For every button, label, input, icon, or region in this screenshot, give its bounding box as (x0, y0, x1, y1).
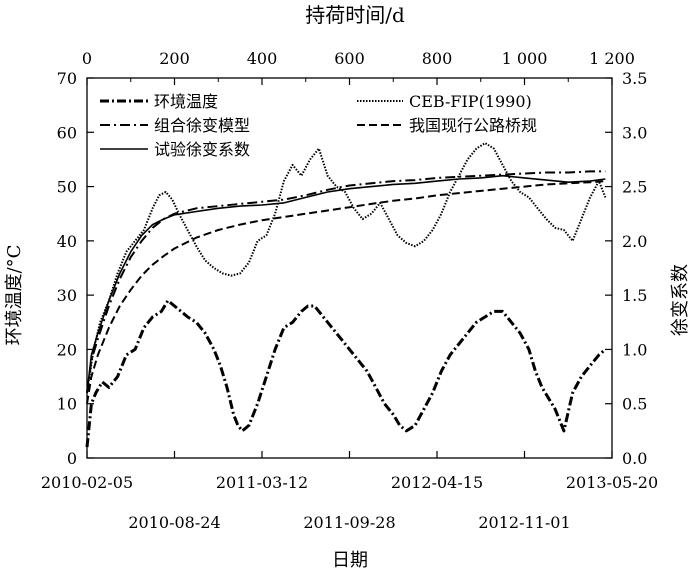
left-axis-tick-label: 20 (57, 340, 77, 359)
legend-label: 我国现行公路桥规 (409, 116, 537, 135)
left-axis-tick-label: 0 (67, 449, 77, 468)
top-axis-tick-label: 1 000 (502, 49, 548, 68)
bottom-axis-date-label: 2013-05-20 (566, 473, 658, 492)
bottom-axis-date-label: 2011-09-28 (303, 513, 395, 532)
right-axis-tick-label: 3.0 (622, 123, 647, 142)
left-axis-tick-label: 50 (57, 178, 77, 197)
bottom-axis-date-label: 2010-08-24 (128, 513, 220, 532)
left-axis-tick-label: 10 (57, 395, 77, 414)
bottom-axis-title: 日期 (332, 550, 368, 571)
bottom-axis-date-label: 2012-04-15 (391, 473, 483, 492)
left-axis-tick-label: 30 (57, 286, 77, 305)
top-axis-tick-label: 600 (334, 49, 365, 68)
legend-label: CEB-FIP(1990) (409, 92, 532, 111)
left-axis-tick-label: 60 (57, 123, 77, 142)
bottom-axis-date-label: 2011-03-12 (216, 473, 308, 492)
plot-frame (86, 77, 613, 459)
left-axis-tick-label: 70 (57, 69, 77, 88)
series-line-3 (86, 174, 606, 393)
plot-area (86, 77, 613, 459)
series-layer (85, 142, 607, 448)
right-axis-tick-label: 1.0 (622, 340, 647, 359)
right-axis-tick-label: 0.5 (622, 395, 647, 414)
series-line-2 (86, 170, 606, 394)
left-axis-tick-label: 40 (57, 232, 77, 251)
right-axis-tick-label: 2.5 (622, 178, 647, 197)
series-line-5 (86, 180, 606, 404)
top-axis-title: 持荷时间/d (305, 3, 405, 27)
right-axis-tick-label: 0.0 (622, 449, 647, 468)
right-axis-tick-label: 2.0 (622, 232, 647, 251)
left-axis-title: 环境温度/°C (4, 245, 25, 346)
top-axis-tick-label: 1 200 (589, 49, 635, 68)
top-axis-tick-label: 200 (159, 49, 190, 68)
legend-label: 试验徐变系数 (154, 140, 250, 159)
series-line-4 (86, 142, 607, 394)
legend-label: 环境温度 (154, 92, 218, 111)
bottom-axis-date-label: 2010-02-05 (41, 473, 133, 492)
right-axis-tick-label: 3.5 (622, 69, 647, 88)
right-axis-tick-label: 1.5 (622, 286, 647, 305)
bottom-axis-date-label: 2012-11-01 (478, 513, 570, 532)
series-line-1 (85, 299, 607, 448)
top-axis-tick-label: 800 (422, 49, 453, 68)
top-axis-tick-label: 0 (82, 49, 92, 68)
top-axis-tick-label: 400 (247, 49, 278, 68)
right-axis-title: 徐变系数 (670, 264, 691, 336)
legend-label: 组合徐变模型 (154, 116, 250, 135)
